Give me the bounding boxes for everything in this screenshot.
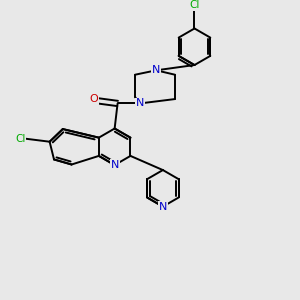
Text: N: N [159,202,167,212]
Text: N: N [152,65,160,75]
Text: N: N [136,98,144,109]
Text: Cl: Cl [189,0,200,10]
Text: O: O [90,94,98,104]
Text: Cl: Cl [15,134,25,144]
Text: N: N [110,160,119,170]
